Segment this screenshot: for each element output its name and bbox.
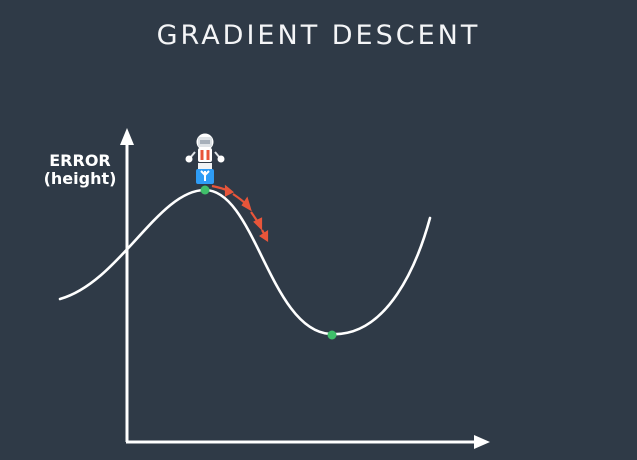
y-axis-label-line2: (height) — [43, 169, 117, 188]
page-title: GRADIENT DESCENT — [156, 20, 481, 51]
x-axis-arrow — [474, 435, 490, 449]
minimum-point — [327, 330, 337, 340]
error-curve — [58, 188, 432, 336]
red-arrow-steps — [211, 184, 269, 243]
robot-icon — [185, 133, 225, 184]
y-axis-label-line1: ERROR — [49, 151, 111, 170]
y-axis-arrow — [120, 128, 134, 145]
start-point — [200, 185, 210, 195]
y-axis-label: ERROR (height) — [40, 152, 120, 188]
